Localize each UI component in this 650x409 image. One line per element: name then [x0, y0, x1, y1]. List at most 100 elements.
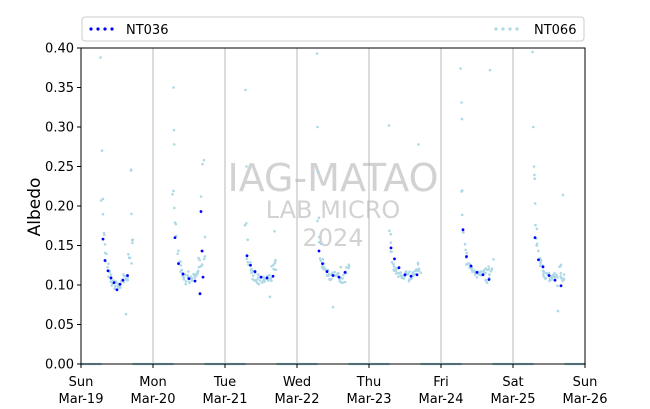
nt066-point [319, 259, 323, 263]
nt066-point [482, 269, 486, 272]
nt066-point [268, 295, 272, 299]
nt066-point [191, 277, 194, 280]
nt066-point [387, 124, 391, 127]
nt066-point [404, 270, 407, 274]
nt066-point [345, 266, 348, 269]
nt066-point [183, 273, 187, 276]
x-tick-day-label: Sun [69, 375, 94, 390]
nt036-point [101, 237, 105, 241]
nt036-point [181, 272, 185, 276]
nt066-point [539, 262, 542, 265]
nt036-point [343, 270, 347, 274]
nt066-point [460, 190, 463, 193]
nt036-point [271, 274, 275, 278]
nt036-point [393, 257, 396, 261]
nt066-point [188, 281, 191, 284]
nt066-point [107, 275, 110, 279]
nt066-point [257, 273, 260, 277]
nt066-point [559, 263, 563, 267]
nt036-point [249, 263, 252, 267]
nt066-point [258, 279, 262, 282]
nt066-point [316, 125, 319, 129]
nt066-point [407, 272, 410, 276]
nt066-point [190, 279, 194, 283]
nt036-point [317, 249, 321, 253]
nt066-point [103, 233, 106, 237]
nt066-point [254, 280, 258, 283]
nt036-point [325, 270, 329, 273]
nt066-point [272, 267, 275, 271]
nt066-point [410, 277, 413, 281]
nt066-point [130, 238, 134, 242]
nt066-point [107, 262, 110, 266]
nt066-point [263, 280, 266, 283]
nt066-point [479, 270, 483, 273]
x-tick-day-label: Wed [283, 375, 311, 390]
nt036-point [112, 281, 116, 285]
nt066-point [416, 263, 420, 266]
nt066-point [550, 278, 553, 281]
nt036-point [475, 270, 479, 274]
nt066-point [488, 68, 492, 72]
nt036-point [389, 246, 393, 250]
nt066-point [171, 192, 174, 196]
nt066-point [180, 268, 184, 272]
nt036-point [415, 273, 419, 277]
legend-dot [110, 27, 114, 31]
x-tick-day-label: Tue [213, 375, 236, 390]
nt066-point [542, 273, 545, 276]
x-tick-date-label: Mar-19 [59, 392, 104, 407]
nt066-point [262, 277, 266, 280]
nt066-point [408, 270, 411, 273]
nt036-point [469, 264, 473, 268]
nt066-point [411, 274, 415, 278]
nt066-point [176, 252, 179, 256]
nt066-point [538, 264, 542, 268]
nt066-point [547, 271, 551, 275]
nt066-point [315, 52, 319, 55]
nt066-point [128, 256, 132, 260]
x-tick-date-label: Mar-22 [275, 392, 320, 407]
nt066-point [270, 264, 273, 268]
nt066-point [184, 282, 187, 286]
x-tick-date-label: Mar-23 [347, 392, 392, 407]
nt066-point [489, 269, 493, 273]
watermark: IAG-MATAO LAB MICRO 2024 [227, 156, 438, 252]
nt036-point [187, 277, 191, 281]
nt036-point [533, 236, 537, 240]
nt036-point [103, 259, 107, 262]
nt036-point [193, 279, 197, 283]
nt066-point [460, 101, 463, 104]
nt066-point [316, 170, 320, 174]
nt066-point [316, 219, 319, 223]
nt066-point [533, 202, 537, 205]
nt066-point [274, 258, 277, 262]
nt036-point [559, 284, 563, 288]
legend-label-nt036: NT036 [126, 23, 168, 38]
nt066-point [488, 273, 491, 276]
nt066-point [490, 267, 494, 271]
nt066-point [172, 189, 175, 193]
nt066-point [118, 285, 122, 288]
nt036-point [200, 249, 204, 253]
x-axis-ticks: Sun Mar-19 Mon Mar-20 Tue Mar-21 Wed Mar-22 Thu M… [59, 364, 607, 407]
nt066-point [203, 255, 207, 258]
nt066-point [267, 279, 270, 282]
nt066-point [321, 264, 324, 268]
nt066-point [251, 274, 255, 277]
nt066-point [465, 263, 468, 266]
legend-marker-nt036 [89, 27, 114, 31]
nt066-point [113, 284, 117, 288]
nt066-point [99, 56, 102, 59]
nt066-point [559, 277, 563, 280]
nt066-point [388, 229, 391, 233]
nt066-point [473, 273, 477, 276]
nt066-point [100, 149, 104, 152]
watermark-line-3: 2024 [302, 224, 363, 252]
nt036-point [199, 210, 203, 213]
nt036-point [537, 258, 540, 262]
nt066-point [115, 281, 118, 284]
nt066-point [179, 264, 183, 267]
nt036-point [259, 275, 263, 279]
